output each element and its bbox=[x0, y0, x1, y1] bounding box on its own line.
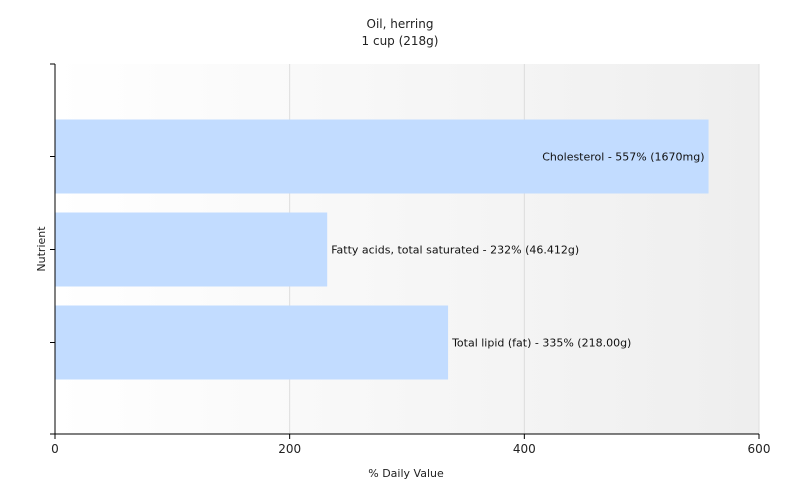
bar-label: Total lipid (fat) - 335% (218.00g) bbox=[451, 337, 631, 350]
bar bbox=[55, 119, 709, 194]
bar-label: Cholesterol - 557% (1670mg) bbox=[542, 151, 704, 164]
x-tick-label: 600 bbox=[748, 442, 771, 456]
chart-title: Oil, herring bbox=[366, 17, 434, 31]
y-axis-title: Nutrient bbox=[35, 226, 48, 272]
x-axis-title: % Daily Value bbox=[368, 467, 444, 480]
bar bbox=[55, 212, 328, 287]
x-tick-label: 0 bbox=[51, 442, 59, 456]
chart-subtitle: 1 cup (218g) bbox=[361, 34, 439, 48]
bar-label: Fatty acids, total saturated - 232% (46.… bbox=[331, 244, 579, 257]
x-tick-label: 400 bbox=[513, 442, 536, 456]
x-tick-label: 200 bbox=[278, 442, 301, 456]
bar bbox=[55, 305, 449, 380]
